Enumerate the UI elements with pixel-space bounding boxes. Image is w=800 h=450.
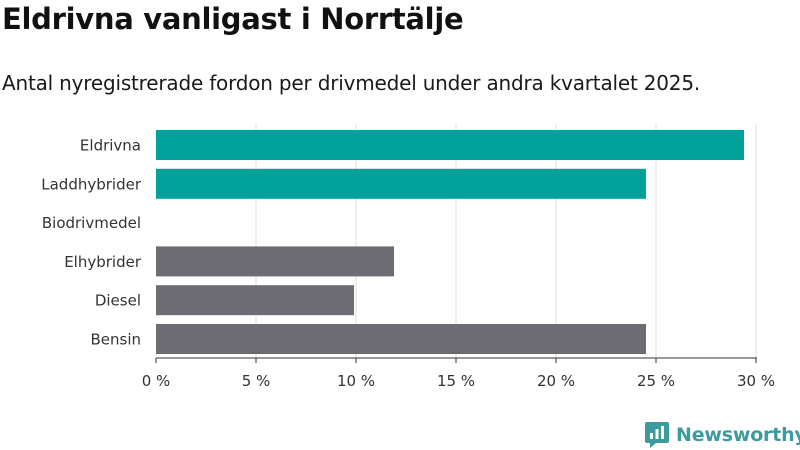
grid-lines xyxy=(255,124,757,358)
chart-title: Eldrivna vanligast i Norrtälje xyxy=(2,2,464,36)
brand-name: Newsworthy xyxy=(676,424,800,446)
bar xyxy=(156,168,646,199)
category-labels: Eldrivna Laddhybrider Biodrivmedel Elhybrid… xyxy=(41,137,142,349)
newsworthy-logo-icon xyxy=(645,422,669,448)
bars xyxy=(156,130,744,354)
x-axis: 0 % 5 % 10 % 15 % 20 % 25 % 30 % xyxy=(142,357,775,390)
bar xyxy=(156,324,646,354)
category-label: Elhybrider xyxy=(64,253,142,271)
newsworthy-brand: Newsworthy xyxy=(644,421,800,449)
category-label: Eldrivna xyxy=(80,137,141,155)
tick-label: 5 % xyxy=(242,372,271,390)
category-label: Laddhybrider xyxy=(41,175,142,193)
category-label: Bensin xyxy=(90,331,141,349)
bar xyxy=(156,246,394,277)
tick-label: 10 % xyxy=(337,372,375,390)
tick-label: 25 % xyxy=(637,372,675,390)
chart-subtitle: Antal nyregistrerade fordon per drivmede… xyxy=(2,71,701,95)
category-label: Diesel xyxy=(95,292,141,310)
category-label: Biodrivmedel xyxy=(42,214,141,232)
bar xyxy=(156,285,354,316)
tick-label: 0 % xyxy=(142,372,171,390)
tick-label: 30 % xyxy=(737,372,775,390)
tick-label: 20 % xyxy=(537,372,575,390)
tick-label: 15 % xyxy=(437,372,475,390)
bar xyxy=(156,130,744,160)
